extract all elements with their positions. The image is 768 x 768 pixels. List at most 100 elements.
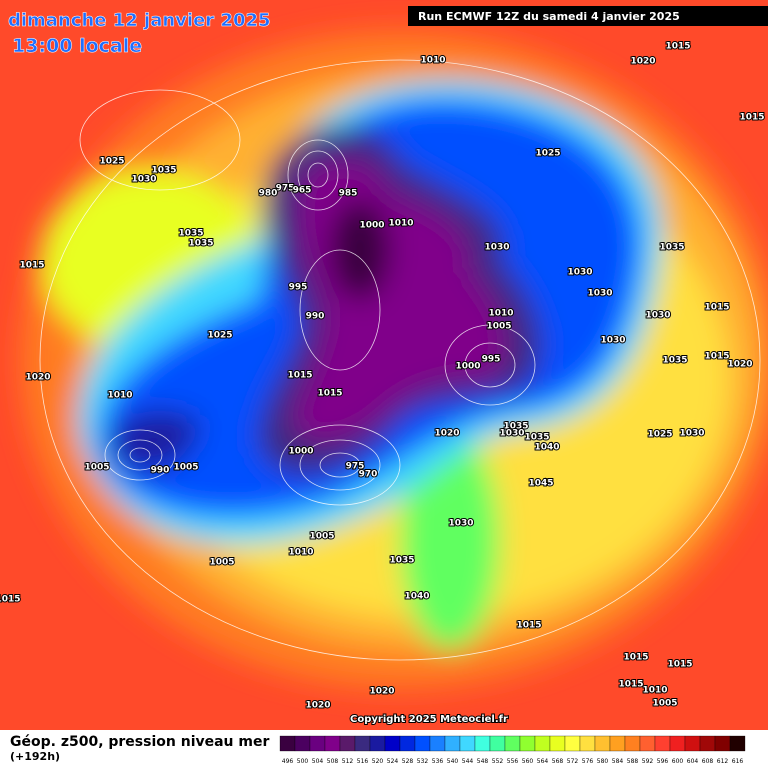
- colorbar-label: 584: [612, 758, 624, 765]
- isobar-label: 1035: [178, 229, 203, 239]
- isobar-label: 995: [289, 283, 308, 293]
- isobar-label: 1020: [369, 687, 394, 697]
- isobar-label: 1030: [679, 429, 704, 439]
- colorbar-cell: [549, 735, 566, 752]
- colorbar-label: 496: [282, 758, 294, 765]
- colorbar-label: 516: [357, 758, 369, 765]
- isobar-label: 1005: [486, 322, 511, 332]
- isobar-label: 1035: [524, 433, 549, 443]
- isobar-label: 1035: [659, 243, 684, 253]
- isobar-label: 1020: [727, 360, 752, 370]
- colorbar-cell: [354, 735, 371, 752]
- lead-time: (+192h): [10, 750, 60, 763]
- colorbar-label: 528: [402, 758, 414, 765]
- colorbar-label: 524: [387, 758, 399, 765]
- colorbar-cell: [294, 735, 311, 752]
- isobar-label: 1025: [99, 157, 124, 167]
- isobar-label: 1010: [388, 219, 413, 229]
- isobar-label: 970: [359, 470, 378, 480]
- isobar-label: 1005: [309, 532, 334, 542]
- isobar-label: 1035: [389, 556, 414, 566]
- colorbar-cell: [699, 735, 716, 752]
- colorbar-cell: [654, 735, 671, 752]
- copyright: Copyright 2025 Meteociel.fr: [350, 714, 508, 725]
- colorbar-label: 500: [297, 758, 309, 765]
- colorbar-label: 544: [462, 758, 474, 765]
- isobar-label: 1015: [704, 303, 729, 313]
- isobar-label: 1035: [188, 239, 213, 249]
- colorbar-label: 612: [717, 758, 729, 765]
- isobar-label: 990: [151, 466, 170, 476]
- colorbar-label: 556: [507, 758, 519, 765]
- run-box: [408, 6, 768, 26]
- colorbar-label: 548: [477, 758, 489, 765]
- isobar-label: 1040: [534, 443, 559, 453]
- isobar-label: 1035: [662, 356, 687, 366]
- isobar-label: 1030: [499, 429, 524, 439]
- colorbar-cell: [369, 735, 386, 752]
- colorbar-cell: [729, 735, 746, 752]
- isobar-label: 985: [339, 189, 358, 199]
- isobar-label: 1015: [287, 371, 312, 381]
- map-title: dimanche 12 janvier 2025: [8, 10, 271, 31]
- colorbar-cell: [639, 735, 656, 752]
- isobar-label: 965: [293, 186, 312, 196]
- colorbar-label: 508: [327, 758, 339, 765]
- isobar-label: 1010: [107, 391, 132, 401]
- colorbar-label: 588: [627, 758, 639, 765]
- isobar-label: 1015: [623, 653, 648, 663]
- colorbar-cell: [684, 735, 701, 752]
- colorbar-cell: [444, 735, 461, 752]
- isobar-label: 1030: [131, 175, 156, 185]
- colorbar-label: 536: [432, 758, 444, 765]
- isobar-label: 1005: [173, 463, 198, 473]
- colorbar-label: 580: [597, 758, 609, 765]
- isobar-label: 1025: [647, 430, 672, 440]
- geopotential-field: [20, 30, 768, 690]
- colorbar-cell: [564, 735, 581, 752]
- colorbar-label: 604: [687, 758, 699, 765]
- colorbar-label: 608: [702, 758, 714, 765]
- isobar-label: 1005: [209, 558, 234, 568]
- colorbar-label: 616: [732, 758, 744, 765]
- isobar-label: 990: [306, 312, 325, 322]
- colorbar-cell: [489, 735, 506, 752]
- colorbar-cell: [429, 735, 446, 752]
- isobar-label: 1005: [652, 699, 677, 709]
- isobar-label: 1015: [667, 660, 692, 670]
- isobar-label: 1020: [434, 429, 459, 439]
- colorbar-label: 540: [447, 758, 459, 765]
- isobar-label: 1015: [19, 261, 44, 271]
- isobar-label: 1045: [528, 479, 553, 489]
- isobar-label: 995: [482, 355, 501, 365]
- isobar-label: 1010: [288, 548, 313, 558]
- isobar-label: 1030: [600, 336, 625, 346]
- isobar-label: 1020: [305, 701, 330, 711]
- colorbar-cell: [624, 735, 641, 752]
- isobar-label: 975: [276, 184, 295, 194]
- colorbar-label: 520: [372, 758, 384, 765]
- isobar-label: 1035: [503, 422, 528, 432]
- isobar-label: 1020: [25, 373, 50, 383]
- colorbar-cell: [279, 735, 296, 752]
- isobar-label: 1010: [420, 56, 445, 66]
- isobar-label: 1010: [488, 309, 513, 319]
- isobar-label: 1040: [404, 592, 429, 602]
- isobar-label: 1025: [207, 331, 232, 341]
- isobar-label: 1015: [0, 595, 21, 605]
- colorbar-cell: [399, 735, 416, 752]
- colorbar-cell: [609, 735, 626, 752]
- isobar-label: 980: [259, 189, 278, 199]
- colorbar-cell: [594, 735, 611, 752]
- run-info: Run ECMWF 12Z du samedi 4 janvier 2025: [418, 10, 680, 23]
- colorbar-cell: [714, 735, 731, 752]
- colorbar-cell: [504, 735, 521, 752]
- colorbar-label: 504: [312, 758, 324, 765]
- colorbar-label: 576: [582, 758, 594, 765]
- isobar-label: 1005: [84, 463, 109, 473]
- isobar-label: 1020: [630, 57, 655, 67]
- colorbar-label: 552: [492, 758, 504, 765]
- isobar-label: 1015: [665, 42, 690, 52]
